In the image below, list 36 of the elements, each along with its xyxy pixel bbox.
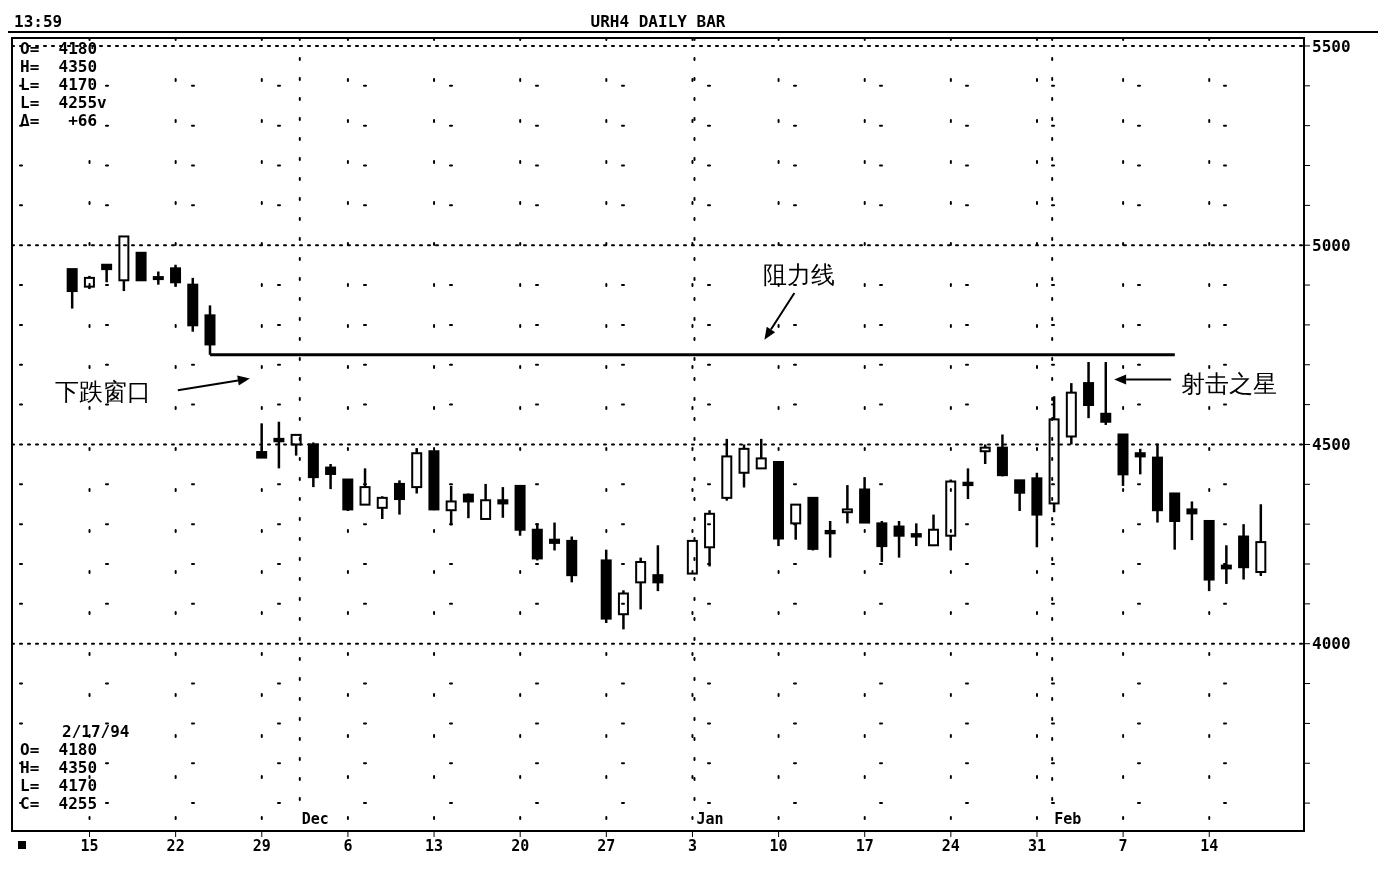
x-tick-label: 27	[597, 837, 616, 855]
annotation: Δ= +66	[20, 111, 98, 130]
annotation: Dec	[301, 810, 329, 829]
x-tick-label: 3	[687, 837, 697, 855]
x-tick-label: 29	[252, 837, 271, 855]
y-tick-label: 4000	[1312, 634, 1351, 654]
annotation: 阻力线	[763, 262, 836, 289]
annotation: 2/17/94	[62, 722, 130, 741]
annotation: O= 4180	[20, 39, 98, 58]
x-tick-label: 10	[769, 837, 788, 855]
annotation: C= 4255	[20, 794, 98, 813]
y-tick-label: 5500	[1312, 36, 1351, 56]
annotation: L= 4170	[20, 776, 98, 795]
annotation: O= 4180	[20, 740, 98, 759]
annotation: L= 4170	[20, 75, 98, 94]
annotation: H= 4350	[20, 57, 98, 76]
x-tick-label: 31	[1027, 837, 1047, 855]
annotation: L= 4255v	[20, 93, 108, 112]
y-tick-label: 5000	[1312, 235, 1351, 255]
x-tick-label: 22	[166, 837, 185, 855]
x-tick-label: 15	[80, 837, 99, 855]
x-tick-label: 24	[941, 837, 960, 855]
x-tick-label: 6	[343, 837, 353, 855]
annotation: 射击之星	[1181, 371, 1278, 398]
x-tick-label: 13	[425, 837, 444, 855]
annotation: Feb	[1054, 810, 1082, 829]
x-tick-label: 7	[1118, 837, 1128, 855]
annotation: H= 4350	[20, 758, 98, 777]
annotation: Jan	[696, 810, 724, 829]
annotation: 下跌窗口	[54, 378, 151, 405]
x-tick-label: 17	[855, 837, 874, 855]
chart-title: URH4 DAILY BAR	[590, 12, 726, 31]
y-tick-label: 4500	[1312, 435, 1351, 455]
x-tick-label: 14	[1200, 837, 1219, 855]
text: 13:59	[14, 12, 63, 31]
x-tick-label: 20	[511, 837, 530, 855]
